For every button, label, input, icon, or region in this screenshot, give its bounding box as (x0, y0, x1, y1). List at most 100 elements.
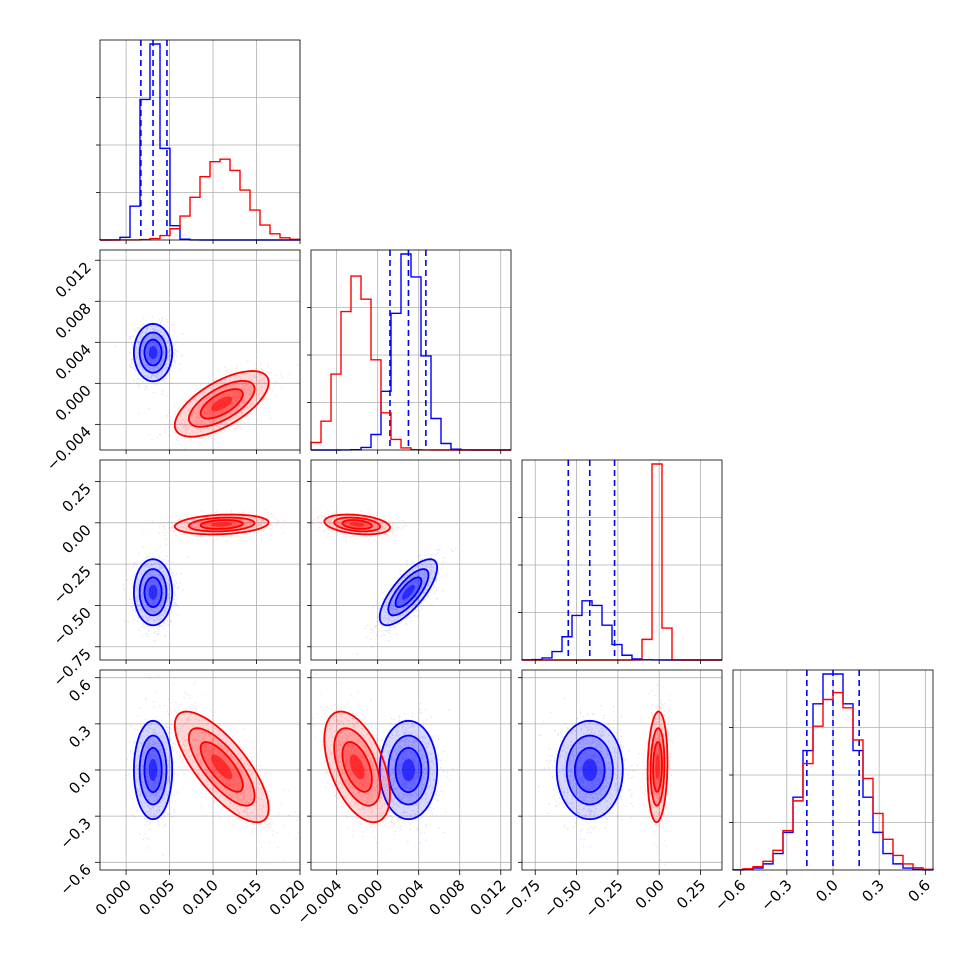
contour-0-1 (138, 568, 168, 617)
diag-frame-1 (310, 249, 512, 451)
contour-1-2 (341, 519, 373, 530)
diag-frame-0 (99, 39, 301, 241)
histogram-series-1-param-3 (732, 691, 934, 871)
panel-3-2 (521, 669, 723, 871)
contour-1-2 (199, 519, 244, 530)
density-fill-1-3 (349, 522, 365, 527)
contour-1-1 (187, 380, 256, 428)
x-tick-label-3-3: 0.3 (858, 876, 888, 906)
contour-0-1 (387, 734, 430, 806)
x-tick-label-0-2: 0.010 (179, 876, 222, 919)
contour-1-0 (173, 513, 270, 536)
panel-frame-2-0 (99, 459, 301, 661)
density-fill-0-3 (402, 758, 415, 782)
panel-2-1 (310, 459, 512, 661)
histogram-series-1-param-1 (310, 275, 511, 451)
diag-panel-1-grid (311, 250, 511, 450)
contour-1-2 (199, 388, 244, 420)
density-fill-0-3 (402, 584, 415, 600)
contour-1-0 (173, 370, 270, 438)
panel-2-0 (99, 459, 301, 661)
x-tick-label-2-0: −0.75 (499, 876, 544, 921)
x-tick-label-3-1: −0.3 (757, 876, 795, 914)
diag-frame-2 (521, 459, 723, 661)
panel-3-0 (99, 669, 301, 871)
contour-1-0 (323, 710, 391, 824)
x-tick-label-2-1: −0.50 (540, 876, 585, 921)
panel-3-1-grid (311, 670, 511, 870)
y-tick-label-2-3: 0.00 (58, 521, 94, 557)
panel-frame-1-0 (99, 249, 301, 451)
density-fill-0-3 (148, 758, 158, 782)
histogram-series-1-param-2 (522, 463, 722, 661)
diag-panel-2 (518, 459, 723, 661)
density-fill-1-3 (349, 754, 365, 780)
contour-1-0 (646, 710, 669, 824)
x-tick-label-0-3: 0.015 (222, 876, 265, 919)
contour-0-0 (378, 719, 439, 821)
scatter-series-0 (356, 547, 457, 655)
contour-1-2 (341, 741, 373, 793)
contour-0-0 (378, 558, 439, 627)
diag-panel-1 (307, 249, 512, 451)
x-tick-label-1-2: 0.004 (384, 876, 427, 919)
y-tick-label-1-1: 0.000 (52, 381, 95, 424)
x-tick-label-3-4: 0.6 (905, 876, 935, 906)
contour-1-1 (187, 516, 256, 533)
contour-0-2 (394, 746, 423, 794)
x-tick-label-2-3: 0.00 (632, 876, 668, 912)
contour-1-1 (333, 516, 382, 533)
contour-1-2 (199, 741, 244, 793)
contour-0-2 (394, 576, 423, 609)
contour-0-1 (138, 734, 168, 806)
contour-0-0 (555, 719, 624, 821)
contour-0-0 (132, 558, 174, 627)
density-fill-1-3 (655, 754, 660, 780)
y-tick-label-3-2: 0.0 (65, 768, 95, 798)
y-tick-label-1-0: −0.004 (43, 422, 95, 474)
contour-1-1 (187, 727, 256, 807)
contour-0-0 (132, 322, 174, 383)
x-tick-label-3-2: 0.0 (812, 876, 842, 906)
density-fill-0-3 (148, 584, 158, 600)
y-tick-label-3-3: 0.3 (65, 722, 95, 752)
x-tick-label-0-1: 0.005 (135, 876, 178, 919)
diag-panel-0 (96, 39, 301, 241)
x-tick-label-3-0: −0.6 (711, 876, 749, 914)
y-tick-label-3-0: −0.6 (56, 860, 94, 898)
contour-0-1 (565, 734, 614, 806)
contour-0-1 (138, 331, 168, 374)
panel-frame-2-1 (310, 459, 512, 661)
density-fill-1-3 (211, 754, 233, 780)
density-fill-1-3 (211, 396, 233, 412)
x-tick-label-1-3: 0.008 (425, 876, 468, 919)
contour-0-1 (387, 568, 430, 617)
contour-1-1 (649, 727, 666, 807)
contour-1-1 (333, 727, 382, 807)
x-tick-label-2-2: −0.25 (581, 876, 626, 921)
contour-0-2 (573, 746, 606, 794)
panel-3-1 (310, 669, 512, 871)
contour-0-0 (132, 719, 174, 821)
panel-1-0 (99, 249, 301, 451)
x-tick-label-0-0: 0.000 (92, 876, 135, 919)
contour-1-0 (173, 710, 270, 824)
contour-1-2 (652, 741, 663, 793)
y-tick-label-2-2: −0.25 (50, 562, 95, 607)
density-fill-1-3 (211, 522, 233, 527)
y-tick-label-1-4: 0.012 (52, 258, 95, 301)
contour-0-2 (143, 338, 163, 367)
histogram-series-0-param-0 (99, 43, 300, 241)
density-fill-0-3 (148, 346, 158, 359)
histogram-series-0-param-2 (521, 600, 722, 661)
contour-0-2 (143, 746, 163, 794)
y-tick-label-1-2: 0.004 (52, 340, 95, 383)
y-tick-label-2-1: −0.50 (50, 604, 95, 649)
diag-panel-3 (729, 669, 934, 871)
density-fill-0-3 (582, 758, 598, 782)
contour-0-2 (143, 576, 163, 609)
y-tick-label-2-4: 0.25 (58, 480, 94, 516)
y-tick-label-3-1: −0.3 (56, 814, 94, 852)
x-tick-label-1-1: 0.000 (343, 876, 386, 919)
